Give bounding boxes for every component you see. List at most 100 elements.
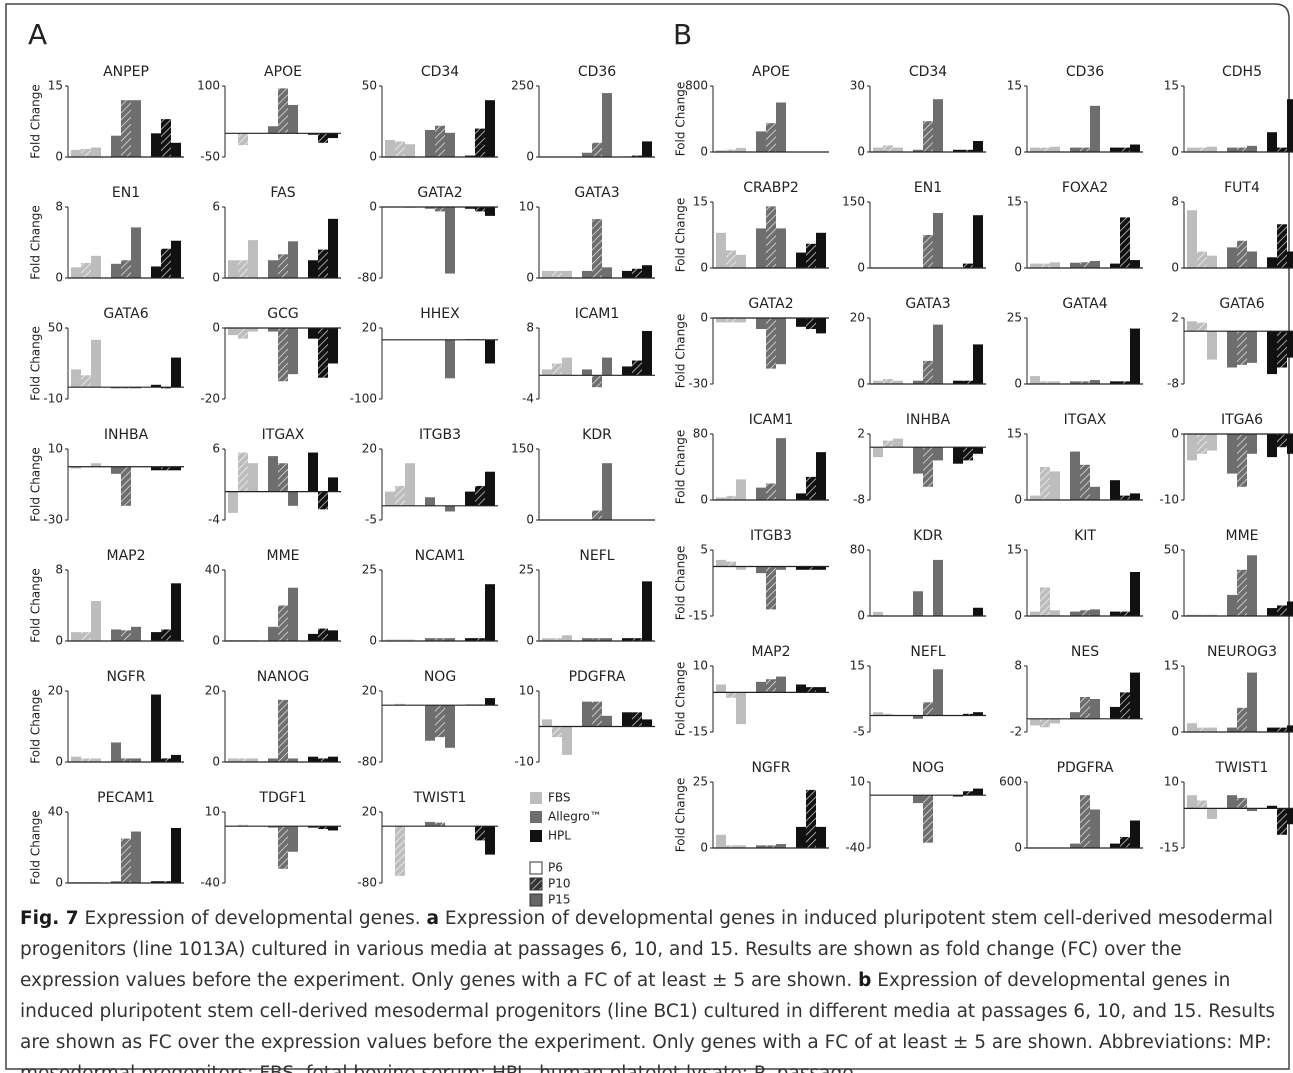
bar (1227, 795, 1237, 809)
bar (632, 638, 642, 641)
legend-label: HPL (548, 829, 571, 843)
chart-title: TWIST1 (1215, 760, 1269, 776)
bar (288, 104, 298, 134)
bar (445, 132, 455, 157)
bar (131, 100, 141, 157)
bar (1070, 451, 1080, 500)
bar (923, 447, 933, 487)
bar (238, 260, 248, 278)
bar (151, 133, 161, 157)
y-tick-label: 40 (48, 805, 63, 819)
bar (81, 148, 91, 157)
bar (1030, 376, 1040, 384)
y-tick-label: 150 (842, 195, 865, 209)
bar (308, 633, 318, 641)
bar (485, 471, 495, 506)
y-tick-label: 8 (55, 200, 63, 214)
y-tick-label: 15 (693, 195, 708, 209)
bar (923, 360, 933, 384)
bar (121, 630, 131, 641)
bar (238, 328, 248, 339)
bar (308, 260, 318, 278)
y-tick-label: 0 (55, 150, 63, 164)
chart-title: ANPEP (103, 64, 149, 80)
bar (328, 477, 338, 492)
y-tick-label: -20 (200, 392, 220, 406)
bar (1050, 718, 1060, 724)
bar (91, 339, 101, 388)
bar (1120, 611, 1130, 616)
bar (435, 822, 445, 827)
bar (973, 607, 983, 616)
bar (465, 491, 475, 506)
bar (238, 758, 248, 762)
bar (1237, 240, 1247, 268)
bar (592, 375, 602, 388)
bar (766, 123, 776, 152)
bar (1207, 727, 1217, 732)
bar (1110, 381, 1120, 384)
y-axis-label: Fold Change (29, 568, 43, 643)
bar (582, 270, 592, 278)
bar (1267, 331, 1277, 375)
bar (1120, 381, 1130, 384)
bar (973, 447, 983, 454)
y-tick-label: -100 (350, 392, 377, 406)
bar (228, 491, 238, 513)
y-tick-label: 80 (850, 543, 865, 557)
bar (973, 712, 983, 716)
chart-title: MAP2 (106, 548, 145, 564)
bar (963, 149, 973, 152)
bar (913, 591, 923, 616)
bar (131, 227, 141, 278)
y-tick-label: -30 (43, 513, 63, 527)
y-tick-label: 0 (369, 150, 377, 164)
bar (435, 705, 445, 738)
bar (121, 260, 131, 278)
bar (592, 219, 602, 278)
bar (485, 584, 495, 641)
bar (111, 742, 121, 762)
bar (288, 328, 298, 375)
legend-swatch (529, 893, 543, 907)
bar (71, 632, 81, 641)
bar (328, 826, 338, 831)
bar (318, 133, 328, 143)
bar (1130, 672, 1140, 719)
y-tick-label: 0 (1171, 427, 1179, 441)
bar (151, 466, 161, 471)
bar (161, 629, 171, 641)
legend-swatch (530, 811, 542, 823)
bar (562, 357, 572, 376)
y-tick-label: 10 (693, 659, 708, 673)
bar (592, 638, 602, 641)
bar (1187, 723, 1197, 732)
chart-title: FUT4 (1224, 180, 1260, 196)
y-tick-label: 25 (693, 775, 708, 789)
chart-title: GATA4 (1062, 296, 1107, 312)
y-tick-label: 6 (212, 442, 220, 456)
y-tick-label: 0 (526, 513, 534, 527)
y-tick-label: 0 (857, 609, 865, 623)
bar (238, 133, 248, 146)
chart-title: INHBA (906, 412, 951, 428)
bar (816, 318, 826, 334)
bar (161, 881, 171, 883)
bar (756, 318, 766, 329)
bar (1247, 251, 1257, 268)
bar (228, 758, 238, 762)
y-tick-label: -10 (514, 755, 534, 769)
bar (475, 207, 485, 212)
bar (923, 702, 933, 716)
y-tick-label: 15 (850, 659, 865, 673)
bar (71, 267, 81, 278)
bar (592, 510, 602, 520)
chart-title: CD36 (1066, 64, 1104, 80)
bar (395, 826, 405, 876)
bar (973, 788, 983, 796)
bar (91, 255, 101, 278)
bar (622, 638, 632, 641)
y-tick-label: 8 (1014, 659, 1022, 673)
bar (562, 635, 572, 641)
bar (318, 249, 328, 278)
